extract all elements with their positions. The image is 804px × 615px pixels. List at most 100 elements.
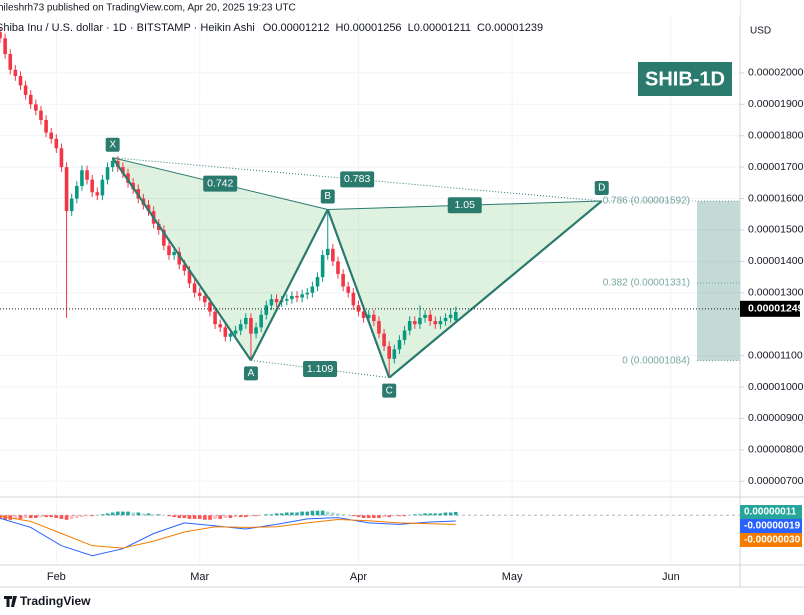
macd-histogram-bar xyxy=(146,513,151,516)
macd-histogram-bar xyxy=(341,514,345,516)
y-tick-label: 0.00001000 xyxy=(748,381,804,393)
macd-histogram-bar xyxy=(54,515,59,518)
macd-histogram-bar xyxy=(39,515,43,518)
candle-body xyxy=(223,327,228,337)
candle-body xyxy=(208,302,212,312)
candle-body xyxy=(54,138,59,149)
macd-histogram-bar xyxy=(453,511,458,516)
pattern-leg xyxy=(388,200,603,379)
macd-value-badge xyxy=(740,505,802,519)
candle-body xyxy=(197,292,202,296)
macd-value-label: -0.00000019 xyxy=(744,521,801,532)
pattern-bcd xyxy=(327,201,602,378)
candle-body xyxy=(315,277,320,287)
candle-body xyxy=(100,179,105,196)
symbol-label: SHIB-1D xyxy=(645,68,725,90)
point-label: B xyxy=(324,191,331,202)
candle-body xyxy=(105,167,110,180)
macd-histogram-bar xyxy=(28,515,33,518)
ohlc-value: 0.00001256 xyxy=(343,22,401,34)
macd-histogram-bar xyxy=(121,511,125,516)
logo: TradingView xyxy=(4,594,91,608)
candle-body xyxy=(274,299,279,303)
macd-histogram-bar xyxy=(300,511,304,516)
macd-histogram-bar xyxy=(402,515,407,517)
macd-histogram-bar xyxy=(44,515,48,518)
x-tick-label: May xyxy=(502,571,523,583)
point-badge xyxy=(594,181,609,196)
macd-histogram-bar xyxy=(372,515,376,518)
macd-histogram-bar xyxy=(177,515,182,518)
brand: TradingView xyxy=(20,594,91,608)
macd-histogram-bar xyxy=(315,510,320,516)
macd-histogram-bar xyxy=(413,514,417,516)
macd-histogram-bar xyxy=(213,515,217,519)
candle-body xyxy=(366,314,371,318)
macd-histogram-bar xyxy=(336,513,340,516)
candle-body xyxy=(110,160,115,168)
y-tick-label: 0.00000900 xyxy=(748,412,804,424)
macd-histogram-bar xyxy=(69,515,74,519)
macd-histogram-bar xyxy=(254,515,258,517)
macd-histogram-bar xyxy=(115,511,120,516)
ratio-badge xyxy=(340,171,375,188)
macd-histogram-bar xyxy=(438,513,443,516)
y-tick-label: 0.00001100 xyxy=(748,349,803,361)
candle-body xyxy=(233,330,238,334)
candle-body xyxy=(397,339,402,350)
macd-histogram-bar xyxy=(75,515,79,518)
macd-histogram-bar xyxy=(274,513,279,516)
candle-body xyxy=(64,167,69,212)
y-tick-label: 0.00001600 xyxy=(748,192,804,204)
x-tick-label: Jun xyxy=(662,571,680,583)
macd-histogram-bar xyxy=(443,512,448,516)
candle-body xyxy=(392,349,397,359)
ohlc-value: 0.00001211 xyxy=(414,22,471,34)
ohlc-name: L xyxy=(408,22,414,34)
candle-body xyxy=(34,104,38,111)
macd-histogram-bar xyxy=(264,514,269,516)
x-tick-label: Apr xyxy=(350,571,367,583)
macd-histogram-bar xyxy=(13,515,18,519)
fib-label: 0 (0.00001084) xyxy=(622,355,690,366)
candle-body xyxy=(182,264,187,271)
candle-body xyxy=(49,132,54,139)
ratio-badge xyxy=(447,197,482,214)
plot: 0.786 (0.00001592) 0.382 (0.00001331) 0 (0… xyxy=(0,27,740,557)
macd-histogram-bar xyxy=(34,515,38,518)
point-label: A xyxy=(248,368,255,379)
candle-body xyxy=(75,185,79,199)
ohlc-name: C xyxy=(477,22,485,34)
candle-body xyxy=(167,245,171,256)
macd-histogram-bar xyxy=(448,512,453,516)
candle-body xyxy=(218,324,223,328)
macd-histogram-bar xyxy=(126,511,130,516)
fib-zone xyxy=(697,201,740,361)
ratio-label: 0.742 xyxy=(207,177,233,189)
candle-body xyxy=(18,76,23,86)
candle-body xyxy=(402,330,407,340)
ratio-badge xyxy=(303,360,338,377)
candle-body xyxy=(448,314,453,318)
macd-value-badge xyxy=(740,533,802,547)
candle-body xyxy=(244,317,248,325)
y-tick-label: 0.00000700 xyxy=(748,475,804,487)
last-price-badge xyxy=(740,300,800,317)
macd-histogram-bar xyxy=(59,515,64,519)
macd-histogram-bar xyxy=(105,513,110,516)
macd-histogram-bar xyxy=(23,515,28,518)
macd-histogram-bar xyxy=(428,513,432,516)
macd-histogram-bar xyxy=(290,512,294,516)
candle-body xyxy=(453,311,458,321)
candle-body xyxy=(443,317,448,322)
macd-histogram-bar xyxy=(387,515,392,518)
candle-body xyxy=(90,179,94,193)
currency: USD xyxy=(750,26,771,37)
y-tick-label: 0.00001400 xyxy=(748,255,804,267)
candle-body xyxy=(382,333,386,347)
last-price-label: 0.00001249 xyxy=(748,303,804,315)
point-badge xyxy=(105,137,120,152)
macd-histogram-bar xyxy=(223,515,228,518)
macd-histogram-bar xyxy=(366,515,371,518)
candle-body xyxy=(264,305,269,315)
